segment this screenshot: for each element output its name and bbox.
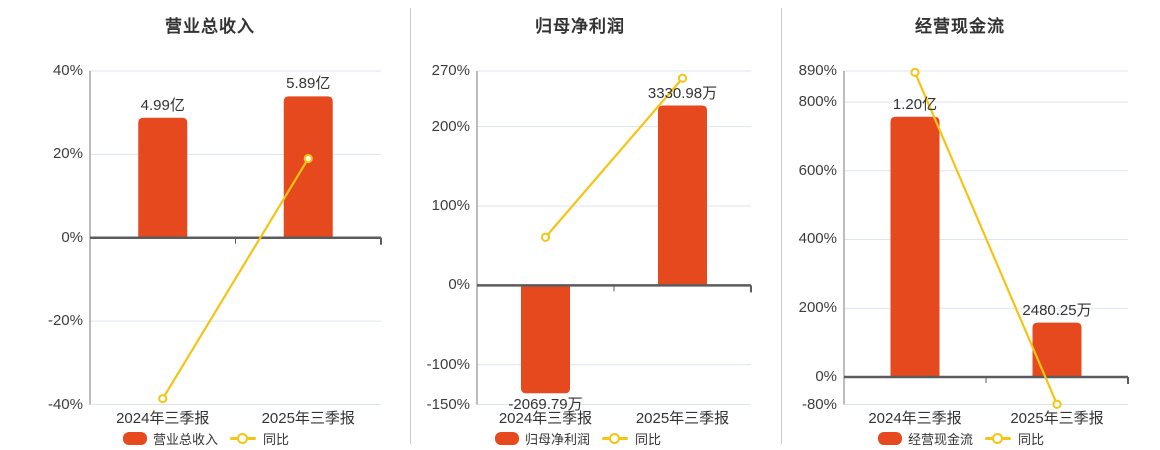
legend-bar-label[interactable]: 营业总收入 xyxy=(152,432,218,447)
legend-bar-swatch[interactable] xyxy=(877,432,902,445)
yoy-line xyxy=(161,157,310,400)
chart-plot-svg xyxy=(476,70,752,405)
legend-line-marker xyxy=(609,433,620,444)
yoy-line-marker[interactable] xyxy=(303,153,313,164)
y-tick-label: 40% xyxy=(52,62,83,79)
legend: 归母净利润 同比 xyxy=(494,429,662,448)
yoy-line xyxy=(544,77,684,238)
legend: 营业总收入 同比 xyxy=(122,429,290,448)
value-bar[interactable] xyxy=(1032,322,1082,377)
bar-value-label: 3330.98万 xyxy=(647,84,718,102)
y-tick-label: 100% xyxy=(431,196,470,214)
bar-value-label: -2069.79万 xyxy=(508,396,583,414)
legend-bar-swatch[interactable] xyxy=(122,432,147,445)
category-label: 2025年三季报 xyxy=(261,410,355,427)
chart-panel-revenue: 营业总收入 40% 20% 0% -20% -40% 4.99亿 5.89亿 2024年三季报 2… xyxy=(0,0,410,450)
chart-title: 经营现金流 xyxy=(915,17,1005,36)
yoy-line-marker[interactable] xyxy=(677,73,688,83)
value-bar[interactable] xyxy=(283,96,333,238)
y-tick-label: 0% xyxy=(61,228,83,246)
yoy-line xyxy=(913,71,1059,405)
legend-line-label[interactable]: 同比 xyxy=(635,432,662,447)
legend-line-symbol[interactable] xyxy=(230,432,256,445)
legend-bar-label[interactable]: 经营现金流 xyxy=(907,432,973,447)
legend-line-label[interactable]: 同比 xyxy=(1018,432,1045,447)
category-label: 2024年三季报 xyxy=(498,410,593,427)
y-tick-label: -100% xyxy=(426,355,470,373)
y-tick-label: -20% xyxy=(47,312,83,330)
legend-line-marker xyxy=(237,433,248,444)
chart-panel-net-profit: 归母净利润 270% 200% 100% 0% -100% -150% -2069.79万 33… xyxy=(410,0,781,450)
y-tick-label: 890% xyxy=(798,62,837,79)
legend-bar-label[interactable]: 归母净利润 xyxy=(524,432,590,447)
legend-line-symbol[interactable] xyxy=(985,432,1011,445)
value-bar[interactable] xyxy=(890,116,940,377)
yoy-line-marker[interactable] xyxy=(540,232,551,242)
panel-divider xyxy=(780,8,782,444)
legend-line-symbol[interactable] xyxy=(602,432,628,445)
yoy-line-marker[interactable] xyxy=(1052,399,1062,409)
legend-bar-swatch[interactable] xyxy=(494,432,519,445)
y-tick-label: 0% xyxy=(815,367,837,385)
bar-value-label: 4.99亿 xyxy=(140,96,185,114)
y-tick-label: 20% xyxy=(52,145,83,163)
chart-plot-svg xyxy=(843,67,1129,409)
yoy-line-marker[interactable] xyxy=(158,394,168,404)
y-tick-label: 400% xyxy=(798,230,837,248)
category-label: 2024年三季报 xyxy=(116,410,210,427)
chart-panel-cash-flow: 经营现金流 890% 800% 600% 400% 200% 0% -80% 1.20亿 2480… xyxy=(781,0,1160,450)
bar-value-label: 2480.25万 xyxy=(1022,301,1092,319)
chart-title: 归母净利润 xyxy=(535,17,625,36)
category-label: 2024年三季报 xyxy=(868,410,962,427)
yoy-line-marker[interactable] xyxy=(910,67,920,78)
bar-value-label: 5.89亿 xyxy=(286,75,331,93)
y-tick-label: -40% xyxy=(47,395,83,413)
y-tick-label: 200% xyxy=(431,117,470,135)
panel-divider xyxy=(409,8,411,444)
chart-plot-svg xyxy=(89,70,382,405)
category-label: 2025年三季报 xyxy=(635,410,730,427)
y-tick-label: 200% xyxy=(798,299,837,317)
legend-line-marker xyxy=(992,433,1003,444)
value-bar[interactable] xyxy=(658,105,707,286)
value-bar[interactable] xyxy=(138,117,188,238)
y-tick-label: -150% xyxy=(426,395,470,413)
y-tick-label: 0% xyxy=(448,276,470,294)
legend: 经营现金流 同比 xyxy=(877,429,1045,448)
y-tick-label: 270% xyxy=(431,62,470,79)
value-bar[interactable] xyxy=(521,285,570,394)
legend-line-label[interactable]: 同比 xyxy=(263,432,290,447)
y-tick-label: 800% xyxy=(798,92,837,110)
category-label: 2025年三季报 xyxy=(1010,410,1104,427)
bar-value-label: 1.20亿 xyxy=(892,95,938,113)
chart-title: 营业总收入 xyxy=(165,17,255,36)
y-tick-label: 600% xyxy=(798,161,837,179)
y-tick-label: -80% xyxy=(801,395,837,413)
